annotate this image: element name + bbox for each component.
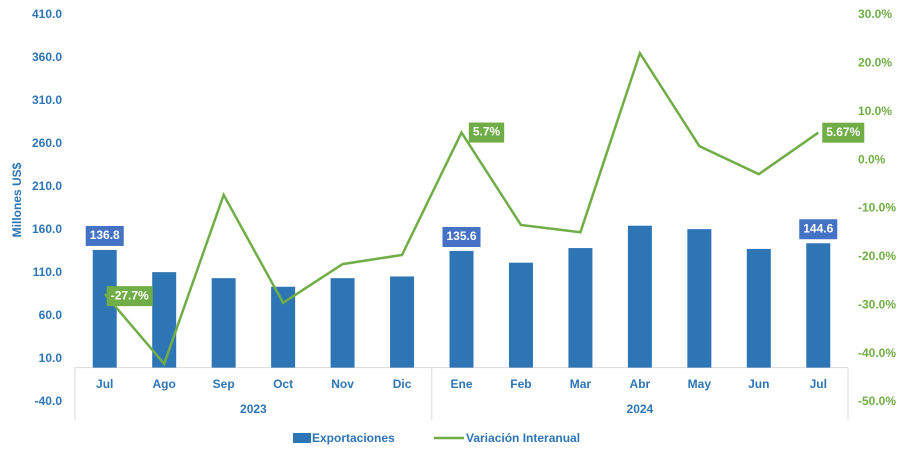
legend-label: Variación Interanual [466, 431, 580, 445]
data-label-text: -27.7% [111, 288, 149, 302]
y2-tick-label: 20.0% [858, 56, 892, 70]
bar [568, 248, 593, 368]
data-label: 144.6 [799, 219, 838, 240]
y-axis-title: Millones US$ [10, 162, 24, 237]
y-tick-label: 310.0 [32, 93, 62, 107]
bar [746, 248, 771, 368]
x-tick-label: Dic [393, 377, 412, 391]
data-label-text: 135.6 [446, 229, 476, 243]
y2-tick-label: -40.0% [858, 346, 896, 360]
x-tick-label: Abr [630, 377, 651, 391]
data-label-text: 5.7% [473, 125, 501, 139]
y-tick-label: 160.0 [32, 222, 62, 236]
data-label: 135.6 [442, 226, 481, 247]
bar [330, 278, 355, 368]
x-tick-label: Oct [273, 377, 293, 391]
y2-tick-label: -50.0% [858, 394, 896, 408]
data-label-box [822, 122, 865, 143]
bar [152, 272, 177, 368]
data-label: 5.67% [822, 122, 865, 143]
y-tick-label: 360.0 [32, 50, 62, 64]
y2-tick-label: 30.0% [858, 7, 892, 21]
line [103, 50, 819, 367]
y-tick-label: 410.0 [32, 7, 62, 21]
data-label-box [85, 225, 124, 246]
data-label-text: 136.8 [90, 228, 120, 242]
data-label-text: 5.67% [826, 125, 860, 139]
y2-tick-label: 0.0% [858, 152, 886, 166]
x-tick-label: Ene [450, 377, 472, 391]
data-label: 136.8 [85, 225, 124, 246]
x-tick-label: Sep [213, 377, 235, 391]
x-tick-label: Jul [810, 377, 827, 391]
data-label: -27.7% [106, 286, 153, 307]
legend-swatch [293, 433, 311, 443]
data-label-box [468, 122, 505, 143]
group-label: 2023 [240, 402, 267, 416]
bar [687, 229, 712, 368]
data-label-box [799, 219, 838, 240]
x-tick-label: Mar [570, 377, 592, 391]
y-tick-label: 110.0 [33, 265, 63, 279]
y-tick-label: 60.0 [39, 308, 63, 322]
bar [390, 276, 415, 368]
bar [92, 249, 117, 368]
data-label-box [442, 226, 481, 247]
group-label: 2024 [627, 402, 654, 416]
x-tick-label: Jul [96, 377, 113, 391]
bar [627, 225, 652, 368]
y-tick-label: -40.0 [35, 394, 63, 408]
y-tick-label: 210.0 [32, 179, 62, 193]
x-tick-label: Feb [510, 377, 531, 391]
y2-tick-label: -20.0% [858, 249, 896, 263]
data-label: 5.7% [468, 122, 505, 143]
x-tick-label: Nov [331, 377, 354, 391]
y-tick-label: 10.0 [39, 351, 63, 365]
x-tick-label: May [688, 377, 712, 391]
x-tick-label: Ago [153, 377, 176, 391]
bar [508, 262, 533, 368]
bar [211, 278, 236, 368]
bar [806, 243, 831, 368]
y2-tick-label: -10.0% [858, 201, 896, 215]
data-label-box [106, 286, 153, 307]
x-tick-label: Jun [748, 377, 769, 391]
bar [271, 286, 296, 368]
legend-label: Exportaciones [312, 431, 395, 445]
y-tick-label: 260.0 [32, 136, 62, 150]
y2-tick-label: 10.0% [858, 104, 892, 118]
y2-tick-label: -30.0% [858, 297, 896, 311]
data-label-text: 144.6 [803, 221, 833, 235]
bar [449, 250, 474, 368]
